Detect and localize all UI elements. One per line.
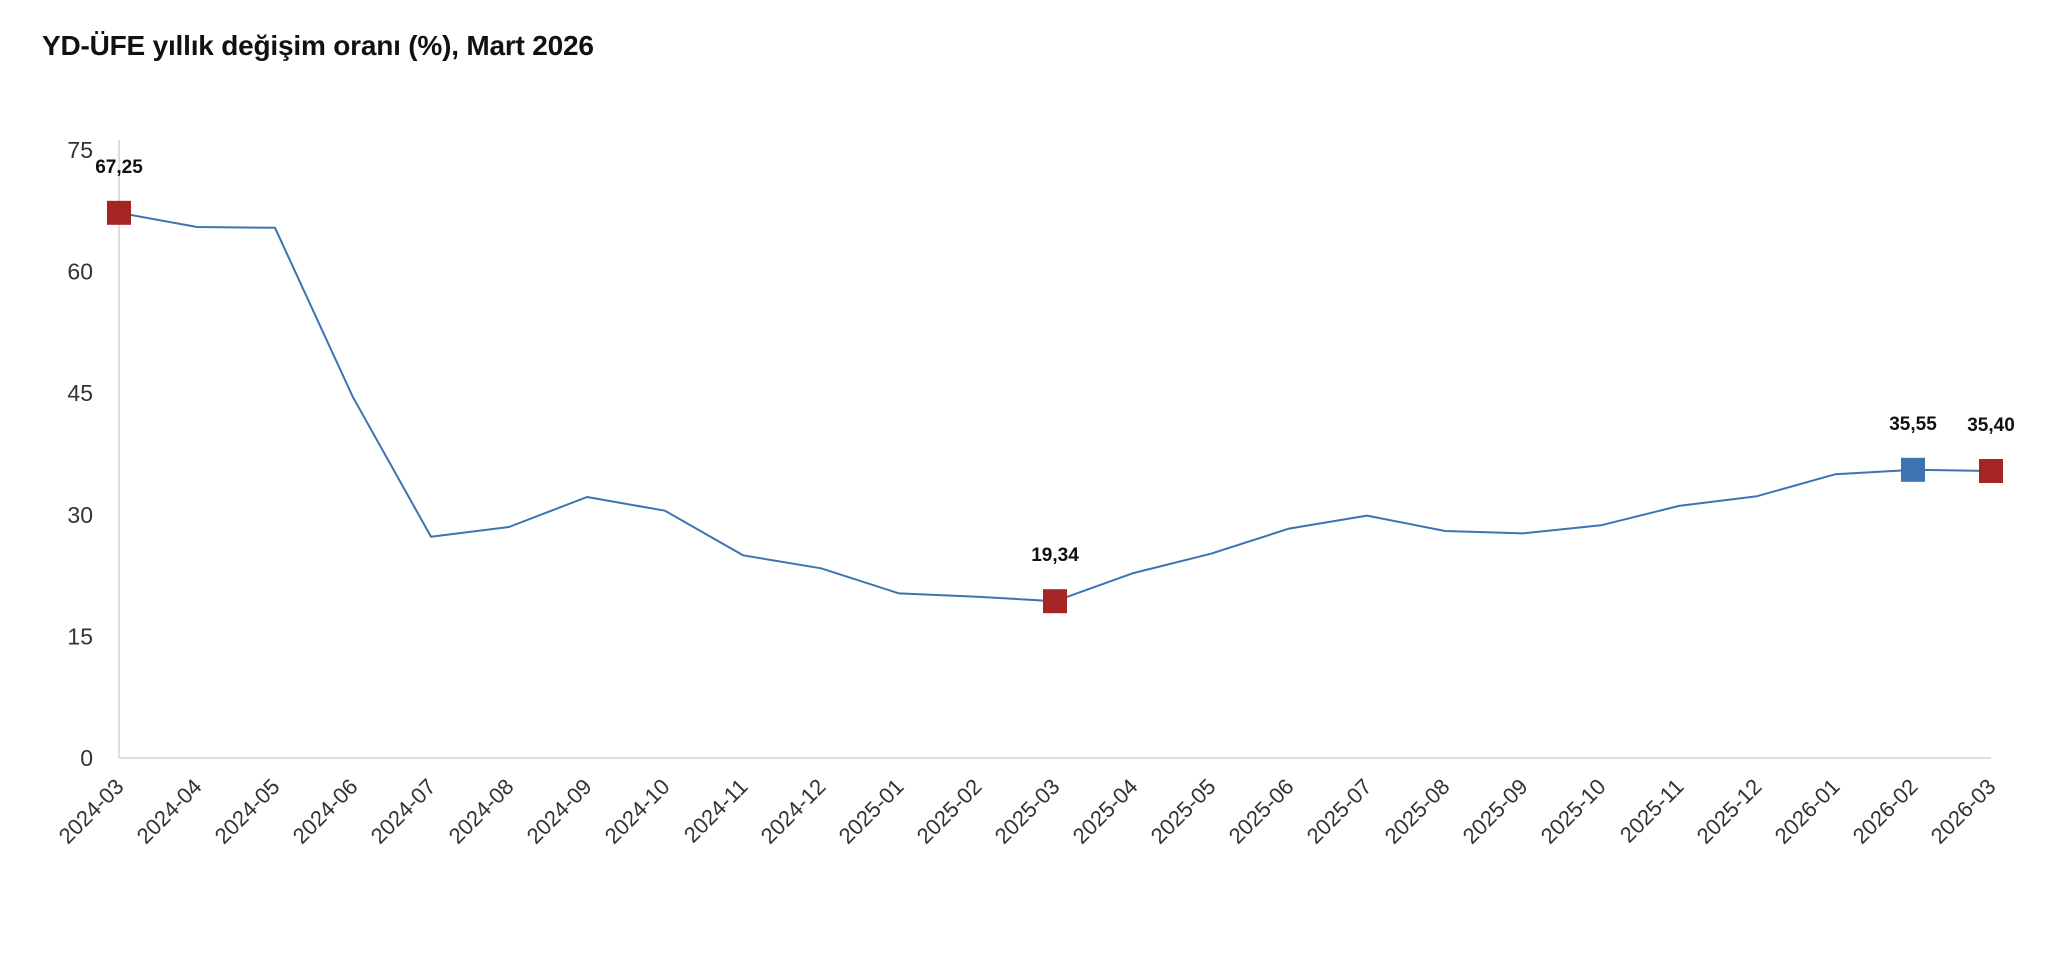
x-tick-label: 2026-03 (1926, 774, 2001, 849)
series-line (118, 211, 1992, 603)
x-tick-label: 2025-03 (990, 774, 1065, 849)
x-tick-label: 2024-08 (444, 774, 519, 849)
data-label: 35,55 (1889, 414, 1937, 435)
highlight-marker (107, 200, 131, 225)
highlight-marker (1043, 589, 1067, 614)
x-tick-label: 2025-02 (912, 774, 987, 849)
x-tick-label: 2025-09 (1458, 774, 1533, 849)
x-tick-label: 2024-09 (522, 774, 597, 849)
x-tick-label: 2024-05 (210, 774, 285, 849)
chart-title: YD-ÜFE yıllık değişim oranı (%), Mart 20… (42, 30, 594, 61)
data-label: 35,40 (1967, 415, 2015, 436)
x-tick-label: 2026-01 (1770, 774, 1845, 849)
x-tick-label: 2024-11 (679, 774, 753, 848)
x-tick-label: 2024-07 (366, 774, 441, 849)
x-tick-label: 2026-02 (1848, 774, 1923, 849)
y-tick-label: 30 (67, 502, 93, 528)
highlight-marker (1901, 457, 1925, 482)
data-label: 67,25 (95, 157, 143, 178)
y-tick-label: 0 (80, 745, 93, 771)
x-tick-label: 2024-04 (132, 774, 207, 849)
x-tick-label: 2025-07 (1302, 774, 1377, 849)
x-tick-label: 2024-12 (756, 774, 831, 849)
highlight-markers: 67,25 19,34 35,55 35,40 (95, 157, 2015, 614)
x-tick-label: 2025-06 (1224, 774, 1299, 849)
x-tick-label: 2024-03 (54, 774, 129, 849)
y-tick-label: 15 (67, 623, 93, 649)
x-tick-label: 2025-08 (1380, 774, 1455, 849)
data-label: 19,34 (1031, 545, 1079, 566)
highlight-marker (1979, 459, 2003, 484)
x-tick-label: 2025-11 (1615, 774, 1689, 848)
x-tick-label: 2025-10 (1536, 774, 1611, 849)
x-tick-label: 2025-12 (1692, 774, 1767, 849)
x-tick-label: 2025-01 (834, 774, 909, 849)
x-tick-label: 2024-10 (600, 774, 675, 849)
y-tick-label: 60 (67, 259, 93, 285)
y-tick-label: 45 (67, 380, 93, 406)
x-tick-label: 2024-06 (288, 774, 363, 849)
y-tick-label: 75 (67, 137, 93, 163)
y-tick-labels: 0 15 30 45 60 75 (67, 137, 93, 771)
x-tick-label: 2025-05 (1146, 774, 1221, 849)
x-tick-label: 2025-04 (1068, 774, 1143, 849)
x-tick-labels: 2024-03 2024-04 2024-05 2024-06 2024-07 2024-… (54, 774, 2001, 849)
